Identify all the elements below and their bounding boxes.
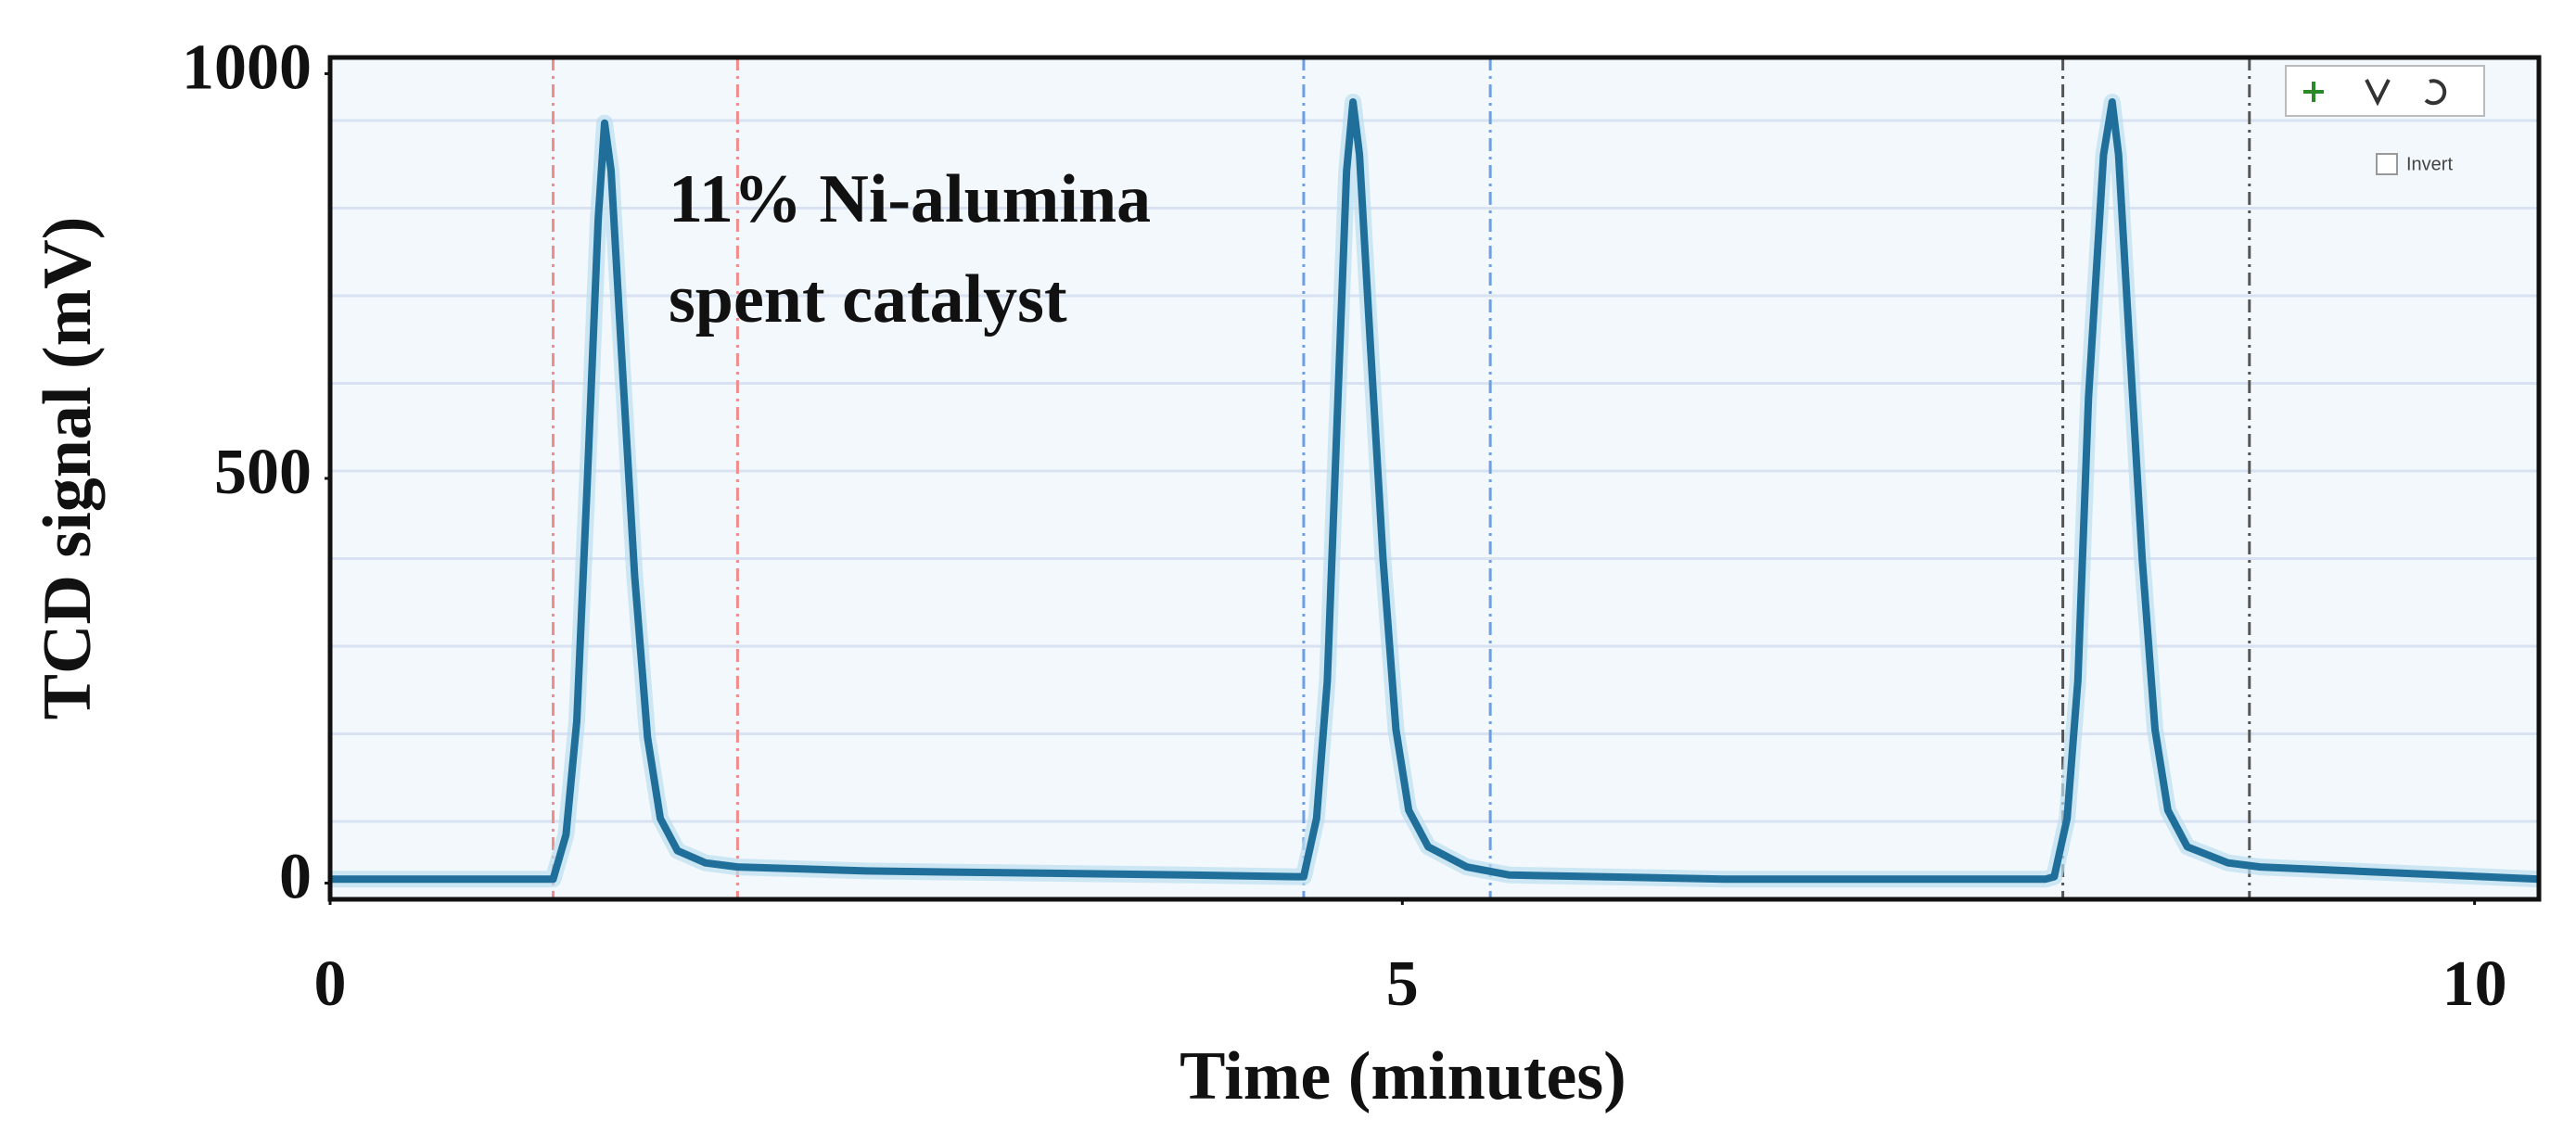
toolbar-icon[interactable] bbox=[2424, 79, 2447, 106]
y-tick-label: 0 bbox=[279, 842, 312, 913]
y-tick-label: 1000 bbox=[182, 32, 312, 104]
y-tick-label: 500 bbox=[214, 437, 312, 508]
marker-lines bbox=[552, 57, 2251, 899]
x-tick-label: 5 bbox=[1386, 948, 1419, 1020]
toolbar-icon[interactable] bbox=[2365, 79, 2391, 107]
x-axis-label: Time (minutes) bbox=[1180, 1038, 1626, 1114]
x-tick-label: 10 bbox=[2442, 948, 2507, 1020]
background-grid bbox=[330, 119, 2539, 823]
invert-checkbox[interactable] bbox=[2376, 153, 2398, 175]
invert-label: Invert bbox=[2406, 154, 2453, 174]
series-lines bbox=[330, 94, 2540, 888]
plot-background bbox=[330, 57, 2539, 899]
x-tick-label: 0 bbox=[314, 948, 347, 1020]
annotation: spent catalyst bbox=[669, 261, 1067, 337]
y-axis-label: TCD signal (mV) bbox=[30, 217, 106, 720]
annotation: 11% Ni-alumina bbox=[669, 161, 1151, 237]
toolbar-icon[interactable] bbox=[2303, 82, 2324, 102]
series-line bbox=[330, 98, 2540, 884]
